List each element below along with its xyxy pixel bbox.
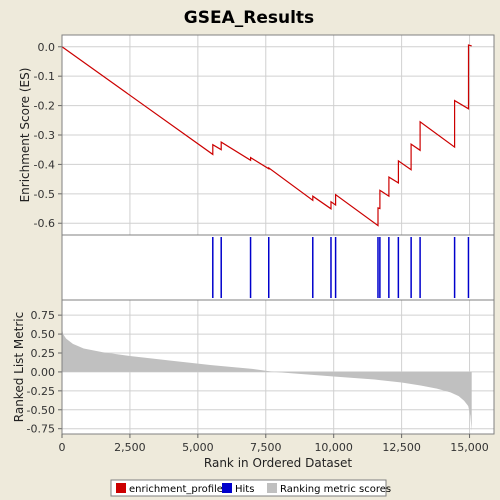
legend-box [110, 479, 387, 497]
x-tick-label: 15,000 [450, 441, 489, 454]
enrichment-profile-line [61, 44, 472, 227]
hit-lines [212, 237, 470, 298]
chart-title: GSEA_Results [184, 8, 314, 28]
es-y-tick-label: -0.5 [34, 188, 55, 201]
hits-panel [62, 235, 494, 300]
legend: enrichment_profile Hits Ranking metric s… [110, 479, 391, 497]
y-axis-title-metric: Ranked List Metric [12, 312, 26, 422]
es-y-tick-label: 0.0 [38, 41, 56, 54]
x-tick-label: 7,500 [250, 441, 282, 454]
x-axis-ticks: 0 2,500 5,000 7,500 10,000 12,500 15,000 [59, 434, 489, 454]
metric-y-tick-label: -0.25 [27, 385, 55, 398]
es-y-tick-label: -0.1 [34, 70, 55, 83]
legend-swatch-ranking-metric [267, 483, 277, 493]
legend-label-hits: Hits [235, 484, 254, 495]
metric-y-ticks: 0.75 0.50 0.25 0.00 -0.25 -0.50 -0.75 [27, 309, 62, 436]
metric-y-tick-label: 0.25 [31, 347, 56, 360]
x-tick-label: 12,500 [382, 441, 421, 454]
enrichment-panel: 0.0 -0.1 -0.2 -0.3 -0.4 -0.5 -0.6 [34, 35, 494, 235]
x-tick-label: 2,500 [114, 441, 146, 454]
metric-panel: 0.75 0.50 0.25 0.00 -0.25 -0.50 -0.75 [27, 300, 494, 436]
legend-swatch-hits [222, 483, 232, 493]
legend-swatch-enrichment-profile [116, 483, 126, 493]
x-tick-label: 10,000 [314, 441, 353, 454]
es-y-tick-label: -0.6 [34, 217, 55, 230]
enrichment-y-ticks: 0.0 -0.1 -0.2 -0.3 -0.4 -0.5 -0.6 [34, 41, 62, 230]
x-tick-label: 0 [59, 441, 66, 454]
metric-y-tick-label: -0.75 [27, 423, 55, 436]
metric-y-tick-label: -0.50 [27, 404, 55, 417]
metric-y-tick-label: 0.50 [31, 328, 56, 341]
es-y-tick-label: -0.4 [34, 158, 55, 171]
ranking-metric-area [62, 328, 472, 431]
metric-y-tick-label: 0.75 [31, 309, 56, 322]
hits-panel-background [62, 235, 494, 300]
metric-y-tick-label: 0.00 [31, 366, 56, 379]
legend-label-enrichment-profile: enrichment_profile [129, 484, 223, 495]
x-tick-label: 5,000 [182, 441, 214, 454]
es-y-tick-label: -0.2 [34, 100, 55, 113]
x-axis-title: Rank in Ordered Dataset [204, 456, 352, 470]
es-y-tick-label: -0.3 [34, 129, 55, 142]
panel-frames [61, 34, 495, 435]
legend-label-ranking-metric: Ranking metric scores [280, 484, 391, 495]
y-axis-title-enrichment: Enrichment Score (ES) [18, 68, 32, 203]
